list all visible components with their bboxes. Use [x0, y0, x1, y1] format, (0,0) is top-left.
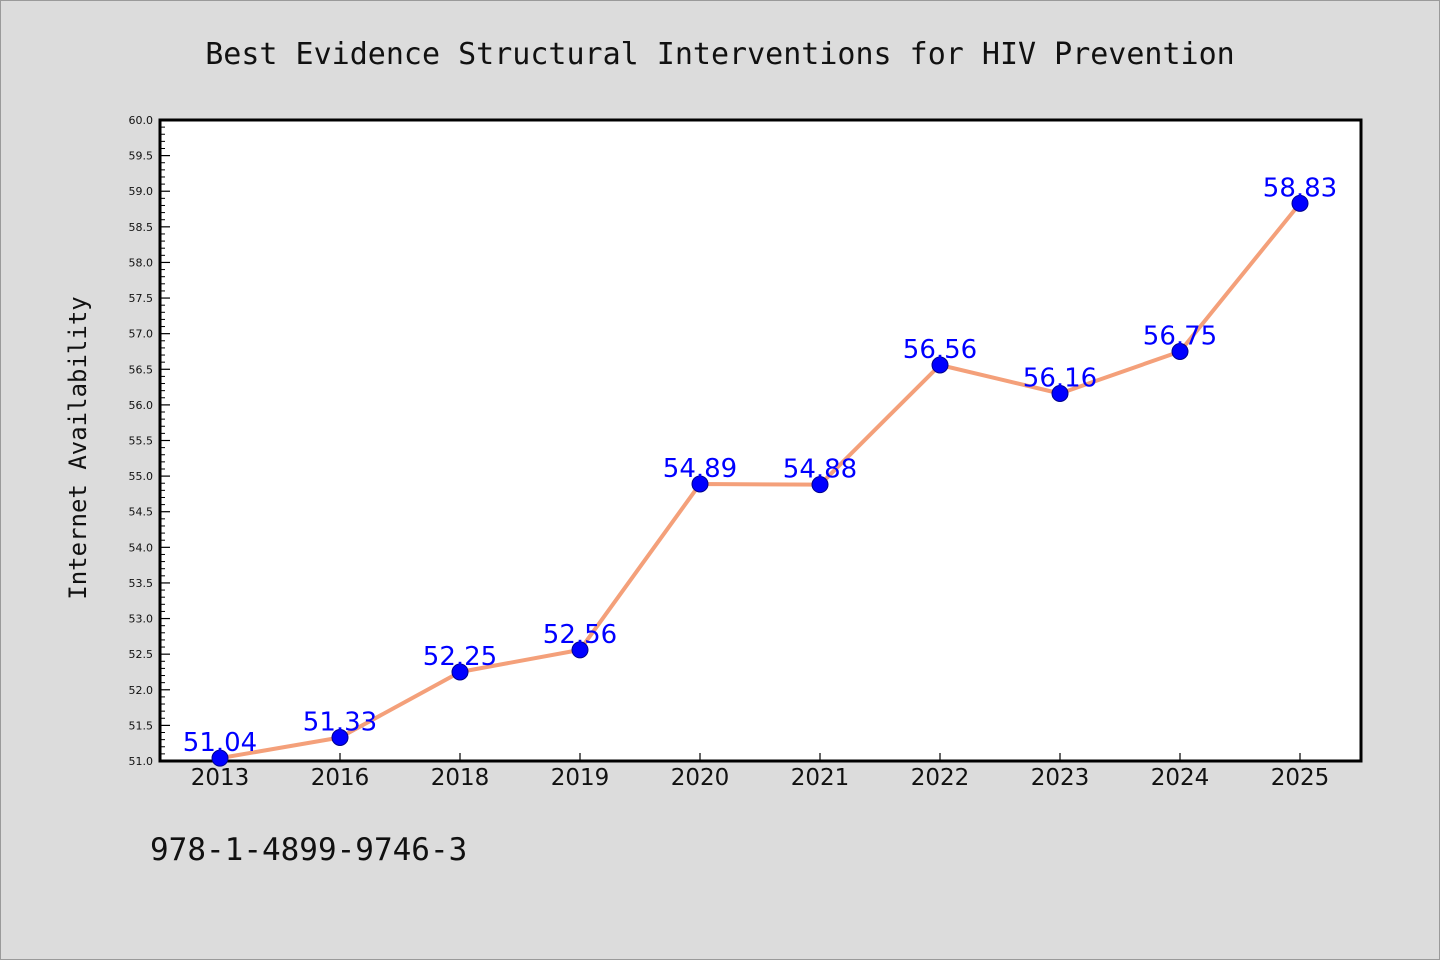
y-tick-label: 52.0 — [129, 684, 154, 697]
data-point — [1051, 384, 1069, 402]
y-tick-label: 52.5 — [129, 648, 154, 661]
x-tick-label: 2018 — [431, 765, 490, 791]
y-tick-label: 59.5 — [129, 150, 154, 163]
y-tick-label: 60.0 — [129, 114, 154, 127]
data-label: 58.83 — [1263, 173, 1337, 203]
x-tick-label: 2023 — [1031, 765, 1090, 791]
x-tick-label: 2022 — [911, 765, 970, 791]
footer-code: 978-1-4899-9746-3 — [150, 832, 468, 868]
data-label: 52.25 — [423, 642, 497, 672]
y-tick-label: 57.0 — [129, 328, 154, 341]
data-label: 52.56 — [543, 620, 617, 650]
data-label: 51.04 — [183, 728, 257, 758]
data-point — [211, 749, 229, 767]
data-point — [451, 663, 469, 681]
y-tick-label: 51.5 — [129, 719, 154, 732]
series-line — [219, 202, 1302, 761]
y-tick-label: 54.5 — [129, 506, 154, 519]
data-point — [571, 641, 589, 659]
x-tick-label: 2019 — [551, 765, 610, 791]
x-tick-label: 2013 — [191, 765, 250, 791]
x-tick-label: 2024 — [1151, 765, 1210, 791]
data-markers — [211, 194, 1309, 767]
data-point — [1291, 194, 1309, 212]
data-label: 54.89 — [663, 454, 737, 484]
chart-title: Best Evidence Structural Interventions f… — [205, 37, 1235, 72]
x-tick-label: 2025 — [1271, 765, 1330, 791]
y-tick-label: 55.0 — [129, 470, 154, 483]
y-tick-label: 56.0 — [129, 399, 154, 412]
data-point — [691, 475, 709, 493]
plot-area — [158, 118, 1363, 763]
data-label: 51.33 — [303, 707, 377, 737]
y-tick-label: 51.0 — [129, 755, 154, 768]
x-tick-label: 2016 — [311, 765, 370, 791]
data-label: 56.75 — [1143, 321, 1217, 351]
x-tick-label: 2021 — [791, 765, 850, 791]
y-tick-label: 57.5 — [129, 292, 154, 305]
y-tick-label: 58.0 — [129, 256, 154, 269]
y-tick-label: 58.5 — [129, 221, 154, 234]
x-tick-label: 2020 — [671, 765, 730, 791]
data-point — [331, 728, 349, 746]
y-axis-label: Internet Availability — [64, 296, 92, 599]
data-point — [811, 476, 829, 494]
data-point — [931, 356, 949, 374]
data-label: 56.16 — [1023, 363, 1097, 393]
y-axis-ticks: 51.0 51.5 52.0 52.5 53.0 53.5 54.0 54.5 55.0 55.5… — [129, 114, 170, 768]
y-tick-label: 54.0 — [129, 541, 154, 554]
data-label: 54.88 — [783, 455, 857, 485]
x-axis-ticks: 2013 2016 2018 2019 2020 2021 2022 2023 2024 2025 — [191, 753, 1330, 791]
y-tick-label: 59.0 — [129, 185, 154, 198]
y-tick-label: 56.5 — [129, 363, 154, 376]
data-point — [1171, 342, 1189, 360]
y-tick-label: 53.5 — [129, 577, 154, 590]
data-label: 56.56 — [903, 335, 977, 365]
data-labels: 51.04 51.33 52.25 52.56 54.89 54.88 56.56 56.16… — [183, 173, 1337, 758]
y-tick-label: 55.5 — [129, 435, 154, 448]
y-tick-label: 53.0 — [129, 613, 154, 626]
